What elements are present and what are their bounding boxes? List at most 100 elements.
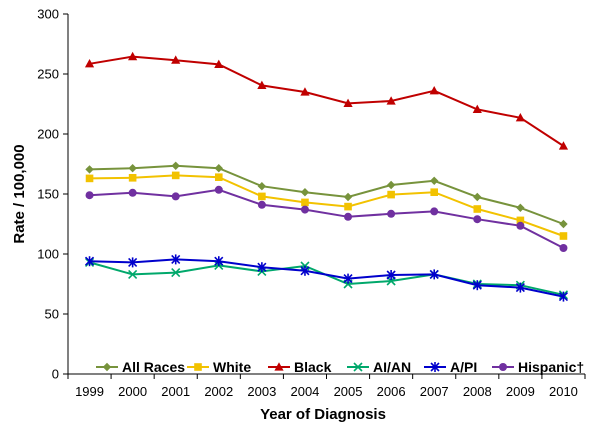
legend-item-ai-an: AI/AN (347, 359, 411, 375)
data-point-hispanic (516, 221, 525, 230)
series-line-white (89, 174, 564, 237)
series-line-black (89, 55, 565, 147)
data-point-white (559, 232, 568, 240)
data-point-black (257, 80, 267, 89)
data-point-black (515, 113, 525, 122)
data-point-black (84, 59, 95, 68)
data-point-a-pi (515, 282, 525, 293)
y-tick-label: 0 (52, 367, 59, 382)
legend-marker (102, 362, 112, 372)
data-point-a-pi (300, 265, 310, 276)
data-point-hispanic (128, 188, 137, 197)
y-tick-label: 50 (45, 307, 59, 322)
y-tick-label: 300 (37, 7, 59, 22)
data-point-black (128, 51, 138, 61)
legend-item-all-races: All Races (96, 359, 185, 375)
data-point-hispanic (85, 191, 94, 200)
data-point-all-races (559, 219, 568, 229)
x-tick-label: 2007 (420, 384, 449, 399)
data-point-hispanic (171, 192, 180, 201)
data-point-a-pi (472, 280, 482, 291)
series-white (85, 171, 568, 240)
data-point-white (301, 198, 309, 207)
legend-item-white: White (187, 359, 251, 375)
data-point-hispanic (344, 212, 353, 221)
data-point-black (558, 141, 569, 150)
data-point-black (171, 55, 181, 64)
legend-marker (430, 362, 440, 372)
data-point-a-pi (343, 273, 353, 284)
data-point-all-races (257, 182, 267, 191)
y-tick-label: 100 (37, 247, 59, 262)
data-point-all-races (300, 188, 310, 197)
series-all-races (85, 161, 568, 229)
data-point-white (85, 174, 94, 183)
data-point-a-pi (128, 257, 138, 268)
data-point-a-pi (171, 254, 181, 265)
x-tick-label: 2008 (463, 384, 492, 399)
data-point-all-races (386, 180, 396, 190)
data-point-hispanic (257, 200, 266, 209)
data-point-white (214, 173, 223, 181)
legend-item-black: Black (268, 359, 332, 375)
x-tick-label: 2005 (334, 384, 363, 399)
y-tick-label: 250 (37, 67, 59, 82)
data-point-white (430, 188, 439, 196)
data-point-black (429, 86, 439, 95)
y-axis-title: Rate / 100,000 (11, 144, 28, 243)
series-hispanic (85, 185, 568, 252)
x-tick-label: 2006 (377, 384, 406, 399)
data-point-all-races (343, 192, 353, 202)
data-point-white (258, 192, 266, 201)
series-line-hispanic (89, 188, 564, 249)
axes: 0 50 100 150 200 250 300 1999 2000 2001 2002 2003 20… (37, 7, 586, 399)
data-point-hispanic (473, 215, 482, 224)
x-tick-label: 2003 (247, 384, 276, 399)
data-point-black (214, 59, 224, 68)
x-axis-title: Year of Diagnosis (260, 406, 386, 423)
legend-marker (499, 363, 507, 371)
series-layer (84, 51, 569, 302)
x-tick-label: 2009 (506, 384, 535, 399)
data-point-white (344, 202, 352, 211)
data-point-a-pi (214, 256, 224, 267)
legend-label: A/PI (450, 359, 477, 375)
legend: All Races White Black AI/AN A/PI Hispanic† (96, 359, 584, 375)
legend-marker (194, 363, 202, 371)
legend-item-hispanic: Hispanic† (492, 359, 584, 375)
data-point-all-races (128, 164, 137, 173)
data-point-a-pi (429, 269, 439, 280)
data-point-hispanic (559, 244, 568, 252)
data-point-a-pi (386, 270, 396, 280)
series-a-pi (84, 254, 569, 302)
series-line-ai-an (89, 261, 564, 296)
series-line-a-pi (89, 258, 564, 298)
data-point-white (171, 171, 180, 180)
legend-item-a-pi: A/PI (424, 359, 477, 375)
x-tick-label: 2001 (161, 384, 190, 399)
data-point-white (387, 190, 395, 199)
x-tick-label: 1999 (75, 384, 104, 399)
data-point-hispanic (300, 205, 309, 214)
data-point-all-races (171, 161, 180, 170)
data-point-all-races (430, 176, 439, 185)
legend-label: White (213, 359, 251, 375)
data-point-black (343, 98, 353, 107)
data-point-black (472, 104, 482, 113)
legend-marker (274, 362, 284, 371)
data-point-a-pi (84, 256, 95, 267)
data-point-all-races (516, 203, 525, 212)
data-point-ai-an (171, 268, 181, 278)
data-point-a-pi (257, 262, 267, 273)
data-point-all-races (214, 164, 223, 173)
data-point-all-races (85, 165, 94, 174)
y-tick-label: 200 (37, 127, 59, 142)
data-point-black (300, 87, 310, 96)
data-point-a-pi (558, 291, 569, 302)
data-point-all-races (473, 192, 482, 202)
data-point-hispanic (214, 185, 223, 194)
data-point-hispanic (387, 209, 396, 218)
data-point-white (128, 174, 137, 182)
